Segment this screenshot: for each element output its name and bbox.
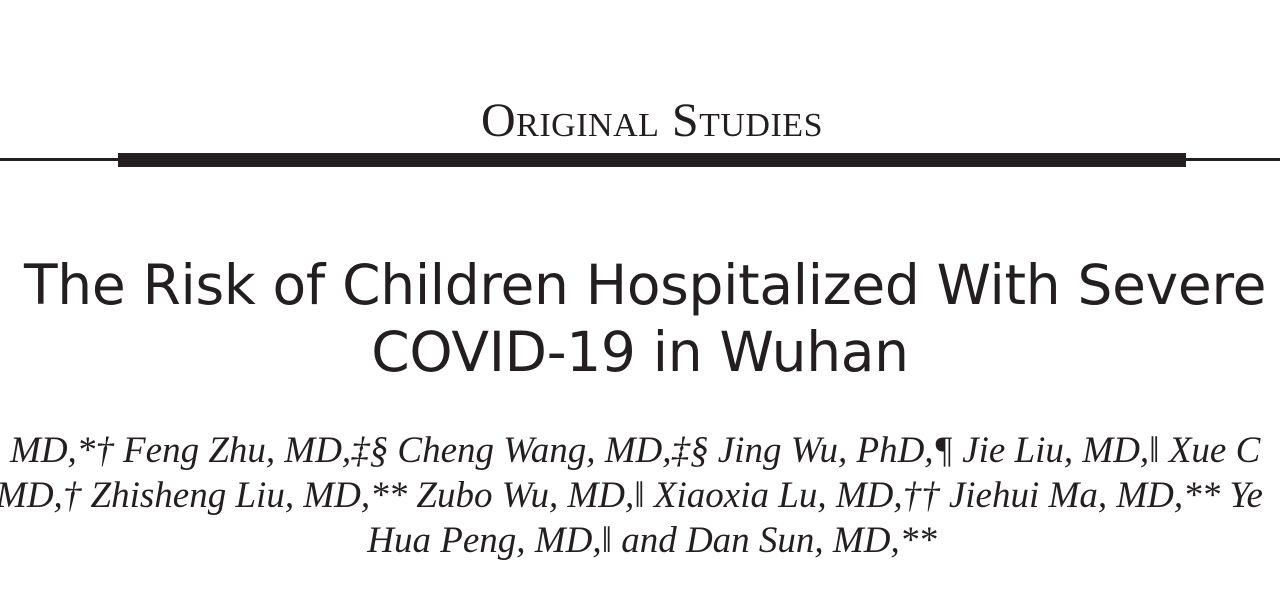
section-label: Original Studies <box>481 94 823 147</box>
article-title-line-2: COVID-19 in Wuhan <box>371 320 909 384</box>
author-line-3: Hua Peng, MD,‖ and Dan Sun, MD,** <box>367 520 937 561</box>
header-rule-thick <box>118 153 1186 167</box>
author-line-2: MD,† Zhisheng Liu, MD,** Zubo Wu, MD,‖ X… <box>0 475 1263 516</box>
author-list: MD,*† Feng Zhu, MD,‡§ Cheng Wang, MD,‡§ … <box>0 428 1280 563</box>
article-title-line-1: The Risk of Children Hospitalized With S… <box>24 253 1267 317</box>
article-title: The Risk of Children Hospitalized With S… <box>24 252 1280 386</box>
author-line-1: MD,*† Feng Zhu, MD,‡§ Cheng Wang, MD,‡§ … <box>10 430 1261 471</box>
